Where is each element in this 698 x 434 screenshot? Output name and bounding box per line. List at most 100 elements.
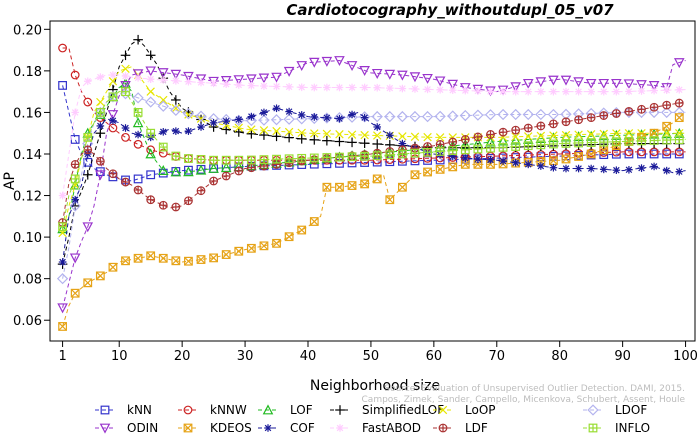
data-point-inflo bbox=[221, 155, 231, 165]
data-point-lof bbox=[195, 164, 207, 175]
legend-item-ldof: LDOF bbox=[583, 403, 647, 417]
data-point-inflo bbox=[335, 152, 344, 162]
data-point-knnw bbox=[58, 43, 67, 53]
data-point-kdeos bbox=[221, 250, 231, 259]
data-point-loop bbox=[612, 129, 621, 138]
data-point-inflo bbox=[423, 147, 432, 157]
legend-marker-simplifiedlof bbox=[335, 405, 345, 415]
legend-marker-knn bbox=[100, 405, 110, 415]
data-point-ldf bbox=[246, 163, 256, 173]
data-point-simplifiedlof bbox=[133, 34, 143, 45]
data-point-lof bbox=[120, 77, 131, 88]
legend-marker-odin bbox=[99, 423, 111, 434]
data-point-odin bbox=[371, 68, 383, 79]
data-point-cof bbox=[159, 128, 168, 136]
data-point-kdeos bbox=[108, 262, 118, 272]
data-point-inflo bbox=[309, 153, 319, 163]
data-point-inflo bbox=[246, 155, 256, 165]
data-point-cof bbox=[499, 157, 507, 165]
data-point-cof bbox=[109, 116, 117, 125]
data-point-ldof bbox=[283, 113, 295, 125]
legend-label-simplifiedlof: SimplifiedLOF bbox=[362, 403, 444, 417]
data-point-kdeos bbox=[171, 256, 181, 266]
data-point-kdeos bbox=[184, 256, 193, 266]
data-point-cof bbox=[234, 115, 243, 124]
data-point-loop bbox=[146, 87, 155, 96]
legend-label-loop: LoOP bbox=[465, 403, 496, 417]
data-point-inflo bbox=[196, 154, 206, 164]
data-point-ldf bbox=[146, 195, 156, 205]
data-point-loop bbox=[247, 125, 256, 134]
data-point-cof bbox=[184, 127, 193, 135]
data-point-ldof bbox=[484, 109, 497, 121]
data-point-inflo bbox=[372, 151, 382, 161]
x-tick-label: 60 bbox=[426, 349, 443, 364]
data-point-ldf bbox=[624, 106, 634, 116]
data-point-ldof bbox=[132, 92, 144, 104]
data-point-odin bbox=[82, 222, 94, 233]
data-point-kdeos bbox=[133, 253, 143, 263]
legend-marker-ldf bbox=[438, 423, 448, 433]
data-point-loop bbox=[221, 121, 231, 130]
legend-marker-kdeos bbox=[183, 423, 193, 433]
data-point-cof bbox=[662, 166, 671, 175]
data-point-cof bbox=[272, 104, 281, 113]
data-point-inflo bbox=[561, 138, 571, 148]
data-point-fastabod bbox=[549, 87, 558, 96]
y-tick-label: 0.08 bbox=[13, 273, 42, 288]
data-point-simplifiedlof bbox=[372, 139, 383, 149]
data-point-ldf bbox=[95, 156, 105, 166]
legend-label-odin: ODIN bbox=[127, 421, 158, 434]
data-point-fastabod bbox=[121, 72, 130, 80]
y-tick-label: 0.14 bbox=[13, 148, 42, 163]
data-point-lof bbox=[157, 165, 169, 176]
data-point-inflo bbox=[586, 138, 596, 147]
data-point-ldof bbox=[648, 106, 660, 119]
data-point-knn bbox=[146, 170, 156, 180]
data-point-cof bbox=[209, 119, 218, 127]
data-point-inflo bbox=[511, 142, 521, 151]
data-point-loop bbox=[423, 132, 432, 142]
data-point-loop bbox=[574, 130, 583, 139]
data-point-ldof bbox=[195, 110, 207, 122]
data-point-kdeos bbox=[234, 246, 244, 256]
data-point-lof bbox=[145, 148, 156, 159]
data-point-ldf bbox=[435, 140, 445, 149]
data-point-kdeos bbox=[586, 149, 596, 159]
data-point-odin bbox=[296, 61, 308, 72]
data-point-kdeos bbox=[662, 121, 672, 131]
data-point-ldof bbox=[497, 108, 509, 121]
data-point-ldof bbox=[296, 113, 308, 125]
data-point-cof bbox=[574, 164, 583, 173]
data-point-loop bbox=[536, 131, 546, 141]
series-inflo bbox=[58, 87, 686, 232]
legend-item-cof: COF bbox=[258, 421, 315, 434]
data-point-fastabod bbox=[386, 84, 394, 92]
data-point-ldof bbox=[56, 273, 69, 285]
data-point-odin bbox=[283, 66, 295, 77]
data-point-kdeos bbox=[322, 182, 332, 192]
data-point-odin bbox=[57, 303, 68, 314]
data-point-knn bbox=[133, 174, 143, 184]
legend-item-loop: LoOP bbox=[433, 403, 496, 417]
x-tick-label: 100 bbox=[673, 349, 698, 364]
data-point-odin bbox=[95, 170, 106, 181]
legend-item-odin: ODIN bbox=[95, 421, 158, 434]
data-point-ldf bbox=[674, 98, 684, 108]
data-point-cof bbox=[474, 155, 482, 163]
series-line-ldof bbox=[62, 91, 686, 279]
data-point-fastabod bbox=[159, 76, 168, 84]
data-point-loop bbox=[272, 126, 281, 136]
legend-item-knnw: kNNW bbox=[178, 403, 247, 417]
data-point-inflo bbox=[184, 154, 193, 163]
data-point-loop bbox=[561, 130, 571, 140]
data-point-inflo bbox=[435, 147, 445, 156]
data-point-kdeos bbox=[284, 232, 294, 242]
data-point-cof bbox=[537, 162, 545, 170]
data-point-ldf bbox=[448, 137, 458, 147]
legend-marker-knnw bbox=[183, 405, 193, 415]
data-point-fastabod bbox=[348, 83, 356, 92]
data-point-odin bbox=[636, 80, 647, 91]
y-tick-label: 0.12 bbox=[13, 190, 42, 205]
data-point-cof bbox=[58, 258, 67, 266]
